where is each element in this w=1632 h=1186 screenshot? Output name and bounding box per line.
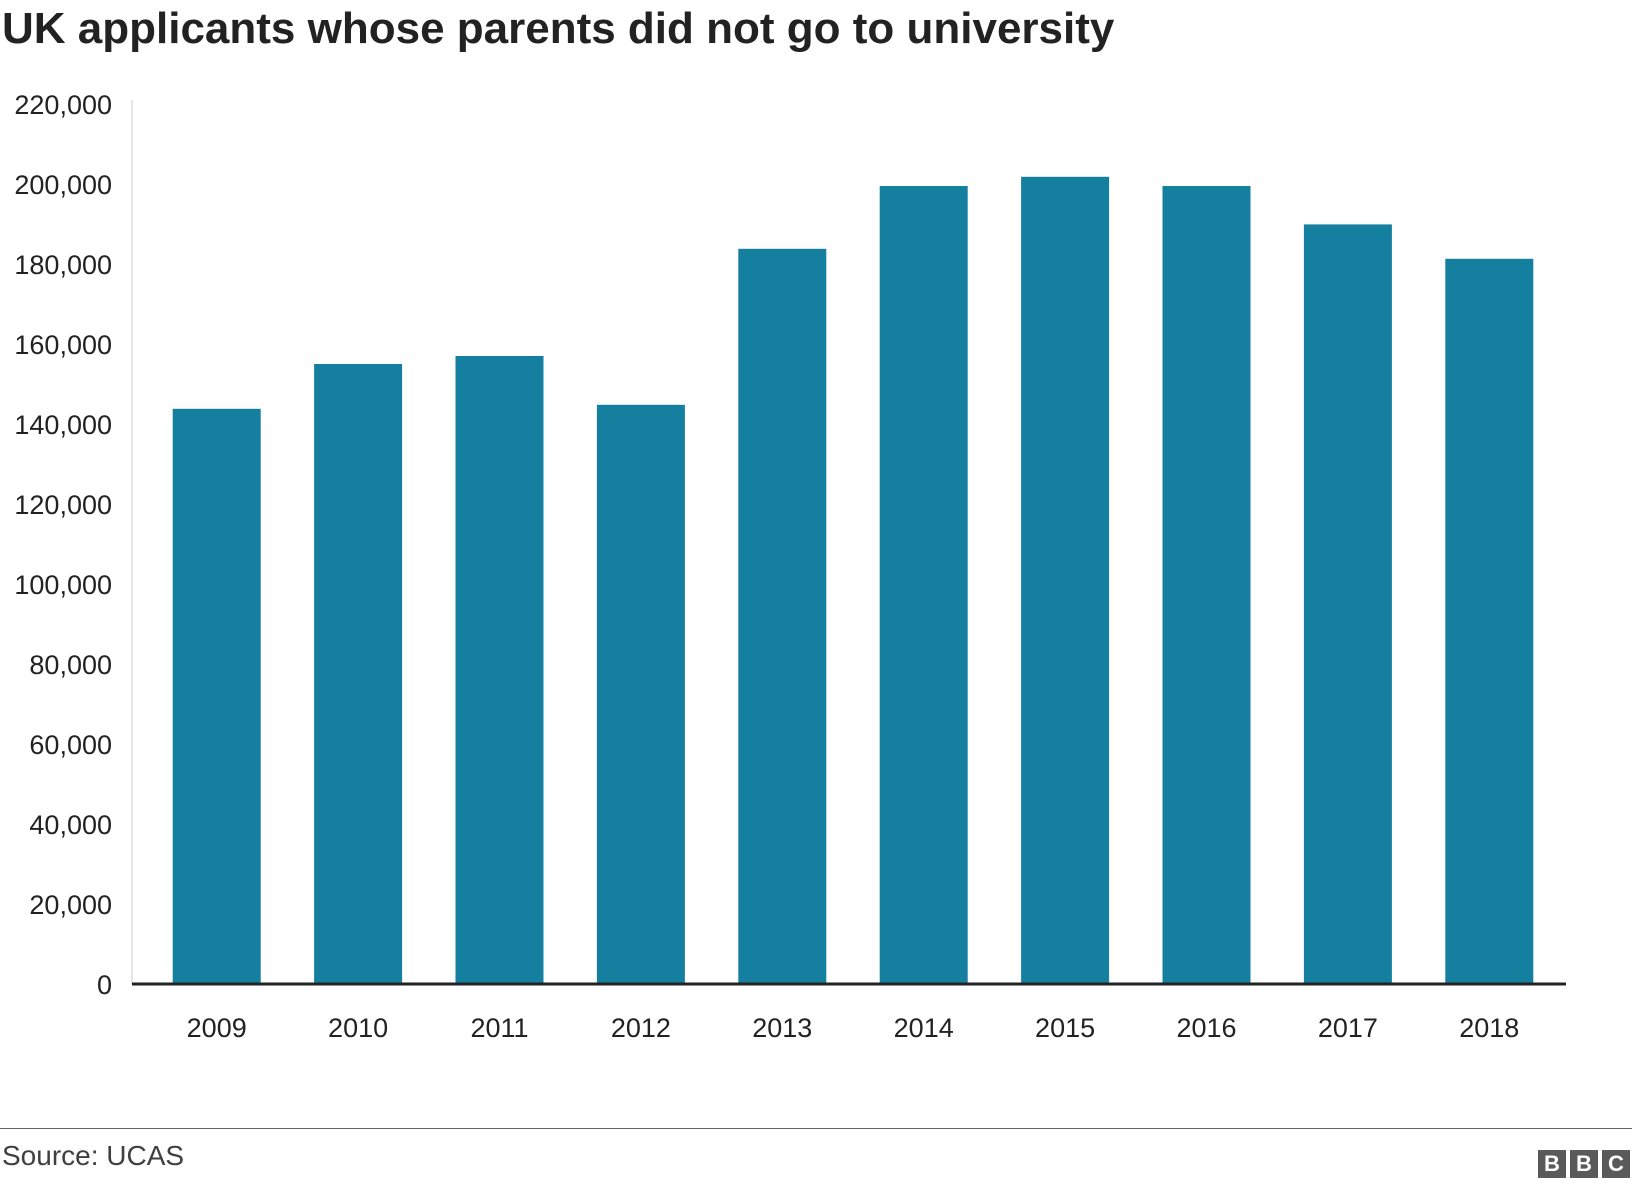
source-note: Source: UCAS	[2, 1140, 185, 1171]
y-tick-label: 180,000	[14, 250, 112, 280]
bar-2012	[596, 404, 685, 984]
x-tick-label: 2016	[1176, 1013, 1236, 1043]
bar-chart: 0 20,000 40,000 60,000 80,000 100,000 120,000 1…	[14, 90, 1566, 1043]
y-tick-label: 40,000	[29, 810, 112, 840]
logo-letter: B	[1538, 1150, 1566, 1178]
x-tick-label: 2017	[1318, 1013, 1378, 1043]
y-tick-label: 60,000	[29, 730, 112, 760]
x-tick-label: 2014	[894, 1013, 954, 1043]
bar-2015	[1021, 176, 1110, 985]
y-tick-label: 200,000	[14, 170, 112, 200]
x-tick-label: 2011	[470, 1013, 528, 1043]
footer-divider	[0, 1128, 1632, 1129]
bar-2017	[1303, 224, 1392, 984]
x-tick-label: 2013	[752, 1013, 812, 1043]
y-tick-label: 220,000	[14, 90, 112, 120]
bar-2010	[314, 364, 403, 984]
bar-2016	[1162, 186, 1251, 984]
x-axis-ticks: 2009 2010 2011 2012 2013 2014 2015 2016 2017 2018	[187, 1013, 1520, 1043]
y-tick-label: 20,000	[29, 890, 112, 920]
y-tick-label: 100,000	[14, 570, 112, 600]
chart-title: UK applicants whose parents did not go t…	[2, 4, 1115, 53]
y-axis-ticks: 0 20,000 40,000 60,000 80,000 100,000 120,000 1…	[14, 90, 112, 1000]
x-tick-label: 2009	[187, 1013, 247, 1043]
x-tick-label: 2018	[1459, 1013, 1519, 1043]
x-tick-label: 2012	[611, 1013, 671, 1043]
y-tick-label: 160,000	[14, 330, 112, 360]
x-tick-label: 2015	[1035, 1013, 1095, 1043]
y-tick-label: 0	[97, 970, 112, 1000]
logo-letter: C	[1602, 1150, 1630, 1178]
y-tick-label: 80,000	[29, 650, 112, 680]
bbc-logo: B B C	[1538, 1150, 1630, 1178]
bar-2009	[172, 408, 261, 984]
bar-2013	[738, 248, 827, 985]
bar-2014	[879, 186, 968, 984]
y-tick-label: 140,000	[14, 410, 112, 440]
bar-2018	[1445, 258, 1534, 984]
y-tick-label: 120,000	[14, 490, 112, 520]
x-tick-label: 2010	[328, 1013, 388, 1043]
logo-letter: B	[1570, 1150, 1598, 1178]
bars	[172, 176, 1534, 985]
bar-2011	[455, 356, 544, 984]
